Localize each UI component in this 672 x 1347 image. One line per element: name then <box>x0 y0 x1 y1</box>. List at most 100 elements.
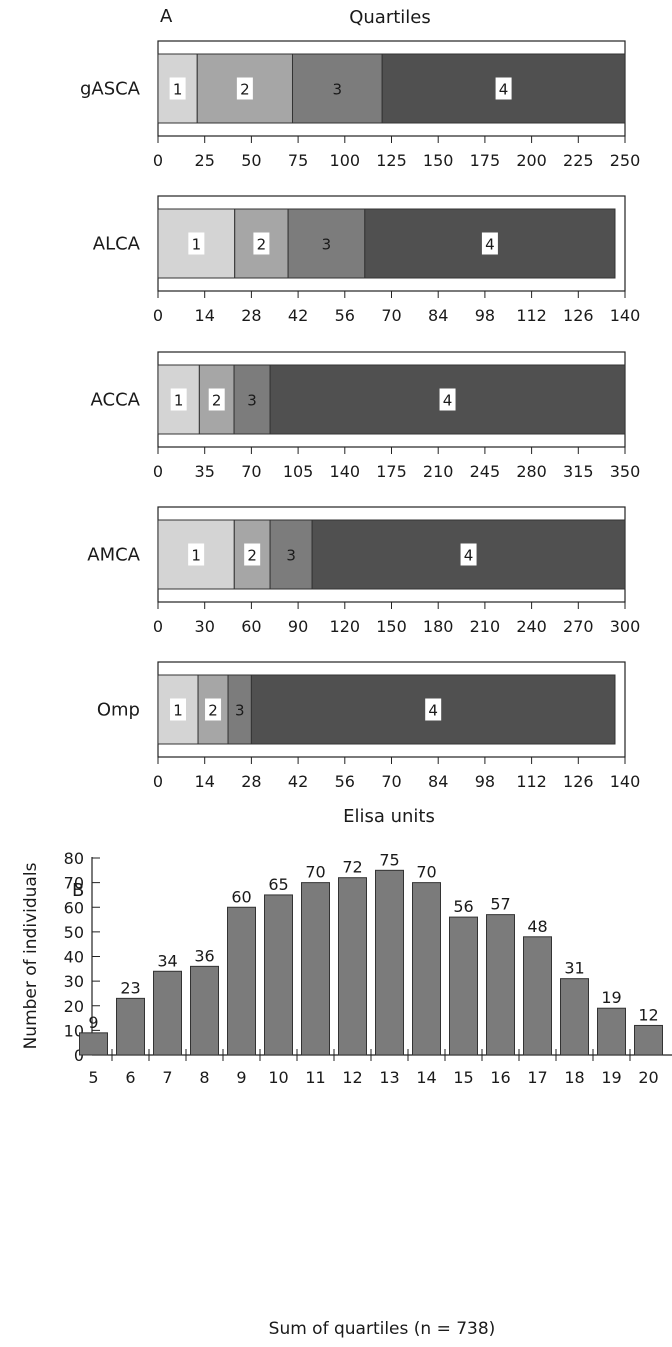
amca-tick-label-120: 120 <box>330 617 361 636</box>
x-tick-label-11: 11 <box>305 1068 325 1087</box>
omp-tick-label-126: 126 <box>563 772 594 791</box>
x-tick-label-17: 17 <box>527 1068 547 1087</box>
y-tick-label-50: 50 <box>64 923 84 942</box>
acca-segment-label-box-2 <box>208 388 225 411</box>
amca-tick-label-0: 0 <box>153 617 163 636</box>
omp-tick-label-28: 28 <box>241 772 261 791</box>
x-tick-label-20: 20 <box>638 1068 658 1087</box>
omp-segment-label-2: 2 <box>208 702 218 720</box>
hist-bar-8 <box>190 965 219 1056</box>
alca-tick-label-84: 84 <box>428 306 448 325</box>
hist-value-label-13: 75 <box>379 850 399 869</box>
y-tick-label-10: 10 <box>64 1021 84 1040</box>
hist-bar-16 <box>486 914 515 1056</box>
gasca-tick-label-0: 0 <box>153 151 163 170</box>
y-tick-label-0: 0 <box>74 1046 84 1065</box>
amca-segment-label-4: 4 <box>464 547 474 565</box>
amca-segment-label-box-1 <box>188 543 205 566</box>
x-tick-label-7: 7 <box>162 1068 172 1087</box>
omp-segment-label-box-2 <box>205 698 222 721</box>
alca-tick-label-28: 28 <box>241 306 261 325</box>
hist-value-label-11: 70 <box>305 863 325 882</box>
gasca-tick-label-25: 25 <box>195 151 215 170</box>
y-tick-label-40: 40 <box>64 948 84 967</box>
alca-row-label: ALCA <box>93 234 141 255</box>
alca-tick-label-56: 56 <box>335 306 355 325</box>
alca-tick-label-42: 42 <box>288 306 308 325</box>
acca-segment-label-box-4 <box>439 388 456 411</box>
alca-segment-label-4: 4 <box>485 236 495 254</box>
omp-tick-label-140: 140 <box>610 772 641 791</box>
gasca-segment-1 <box>157 53 198 124</box>
omp-segment-label-3: 3 <box>235 702 245 720</box>
charts-layer: gASCA 1 2 3 40 25 50 75 100 125 150 175 200 225 250ALC… <box>21 40 672 1339</box>
x-tick-label-5: 5 <box>88 1068 98 1087</box>
gasca-row-label: gASCA <box>80 79 141 100</box>
alca-segment-label-box-4 <box>481 232 498 255</box>
amca-segment-label-2: 2 <box>247 547 257 565</box>
x-tick-label-8: 8 <box>199 1068 209 1087</box>
alca-segment-label-box-2 <box>253 232 270 255</box>
alca-segment-label-1: 1 <box>192 236 202 254</box>
y-tick-label-30: 30 <box>64 972 84 991</box>
acca-segment-label-4: 4 <box>443 392 453 410</box>
acca-tick-label-70: 70 <box>241 462 261 481</box>
hist-value-label-10: 65 <box>268 875 288 894</box>
gasca-segment-label-box-1 <box>169 77 186 100</box>
omp-tick-label-42: 42 <box>288 772 308 791</box>
amca-segment-label-box-2 <box>244 543 261 566</box>
amca-tick-label-300: 300 <box>610 617 641 636</box>
x-tick-label-13: 13 <box>379 1068 399 1087</box>
alca-tick-label-126: 126 <box>563 306 594 325</box>
gasca-tick-label-250: 250 <box>610 151 641 170</box>
alca-tick-label-0: 0 <box>153 306 163 325</box>
acca-tick-label-315: 315 <box>563 462 594 481</box>
amca-segment-label-box-4 <box>460 543 477 566</box>
acca-segment-label-1: 1 <box>174 392 184 410</box>
amca-segment-label-1: 1 <box>191 547 201 565</box>
hist-bar-7 <box>153 970 182 1056</box>
acca-segment-label-3: 3 <box>247 392 257 410</box>
acca-row-label: ACCA <box>91 390 141 411</box>
panel-a-title: Quartiles <box>349 7 431 28</box>
amca-tick-label-60: 60 <box>241 617 261 636</box>
gasca-segment-label-box-4 <box>495 77 512 100</box>
acca-segment-3 <box>233 364 271 435</box>
hist-value-label-12: 72 <box>342 858 362 877</box>
hist-value-label-14: 70 <box>416 863 436 882</box>
alca-tick-label-14: 14 <box>195 306 215 325</box>
alca-segment-3 <box>287 208 366 279</box>
hist-bar-19 <box>597 1007 626 1056</box>
amca-segment-label-3: 3 <box>286 547 296 565</box>
x-tick-label-10: 10 <box>268 1068 288 1087</box>
hist-bar-15 <box>449 916 478 1056</box>
omp-tick-label-98: 98 <box>475 772 495 791</box>
gasca-segment-label-3: 3 <box>333 81 343 99</box>
hist-xlabel: Sum of quartiles (n = 738) <box>269 1319 496 1339</box>
hist-value-label-8: 36 <box>194 946 214 965</box>
amca-tick-label-30: 30 <box>195 617 215 636</box>
hist-bar-10 <box>264 894 293 1056</box>
omp-segment-label-box-1 <box>170 698 187 721</box>
alca-tick-label-112: 112 <box>516 306 547 325</box>
x-tick-label-9: 9 <box>236 1068 246 1087</box>
gasca-tick-label-125: 125 <box>376 151 407 170</box>
hist-value-label-18: 31 <box>564 959 584 978</box>
hist-value-label-5: 9 <box>88 1013 98 1032</box>
omp-row-label: Omp <box>97 700 140 721</box>
x-tick-label-18: 18 <box>564 1068 584 1087</box>
alca-tick-label-140: 140 <box>610 306 641 325</box>
hist-bar-5 <box>79 1032 108 1056</box>
hist-value-label-15: 56 <box>453 897 473 916</box>
acca-tick-label-210: 210 <box>423 462 454 481</box>
y-tick-label-60: 60 <box>64 898 84 917</box>
x-tick-label-6: 6 <box>125 1068 135 1087</box>
gasca-tick-label-175: 175 <box>470 151 501 170</box>
gasca-tick-label-100: 100 <box>330 151 361 170</box>
x-tick-label-19: 19 <box>601 1068 621 1087</box>
gasca-segment-label-1: 1 <box>173 81 183 99</box>
hist-value-label-9: 60 <box>231 887 251 906</box>
omp-tick-label-84: 84 <box>428 772 448 791</box>
gasca-tick-label-225: 225 <box>563 151 594 170</box>
